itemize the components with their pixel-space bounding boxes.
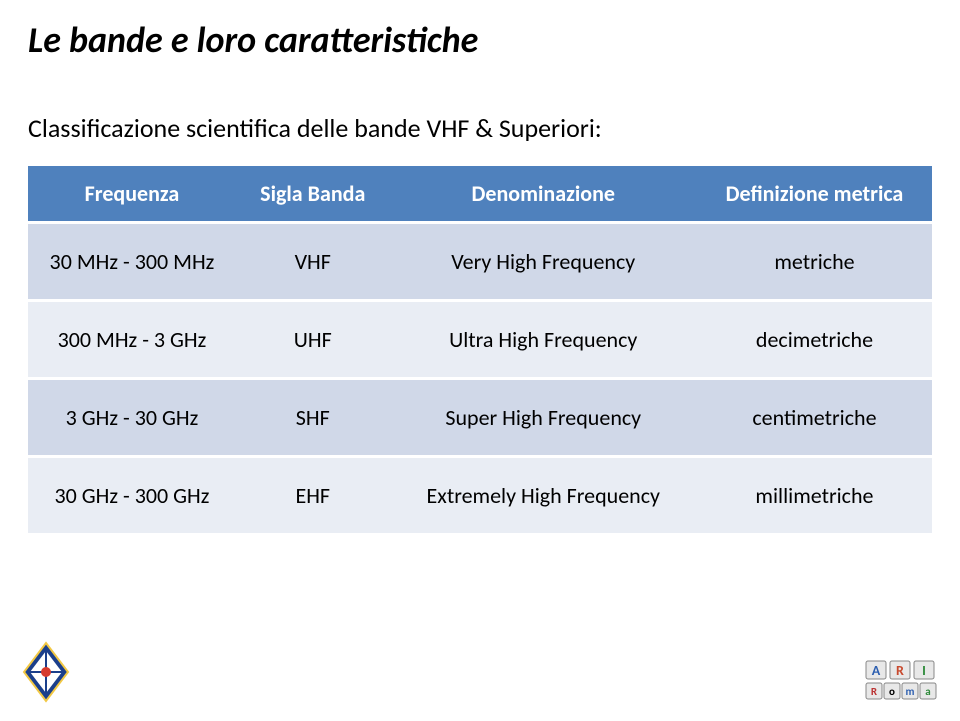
cell-sigla: EHF xyxy=(236,457,390,535)
table-row: 30 MHz - 300 MHz VHF Very High Frequency… xyxy=(28,223,932,301)
col-denominazione: Denominazione xyxy=(390,166,697,223)
table-header-row: Frequenza Sigla Banda Denominazione Defi… xyxy=(28,166,932,223)
cell-denom: Very High Frequency xyxy=(390,223,697,301)
cell-freq: 300 MHz - 3 GHz xyxy=(28,301,236,379)
ari-roma-logo-icon: A R I R o m a xyxy=(864,657,938,703)
table-row: 30 GHz - 300 GHz EHF Extremely High Freq… xyxy=(28,457,932,535)
svg-text:m: m xyxy=(906,685,915,698)
cell-freq: 30 GHz - 300 GHz xyxy=(28,457,236,535)
cell-sigla: UHF xyxy=(236,301,390,379)
cell-def: centimetriche xyxy=(697,379,932,457)
cell-sigla: SHF xyxy=(236,379,390,457)
svg-text:I: I xyxy=(922,662,926,679)
cell-def: metriche xyxy=(697,223,932,301)
svg-text:a: a xyxy=(925,685,930,698)
cell-denom: Ultra High Frequency xyxy=(390,301,697,379)
cell-denom: Super High Frequency xyxy=(390,379,697,457)
page-subtitle: Classificazione scientifica delle bande … xyxy=(0,62,960,144)
col-frequenza: Frequenza xyxy=(28,166,236,223)
col-definizione: Definizione metrica xyxy=(697,166,932,223)
svg-text:R: R xyxy=(896,662,904,679)
bands-table-wrap: Frequenza Sigla Banda Denominazione Defi… xyxy=(28,166,932,536)
cell-denom: Extremely High Frequency xyxy=(390,457,697,535)
svg-text:R: R xyxy=(871,685,878,698)
cell-freq: 30 MHz - 300 MHz xyxy=(28,223,236,301)
svg-text:o: o xyxy=(889,685,895,698)
col-sigla: Sigla Banda xyxy=(236,166,390,223)
cell-sigla: VHF xyxy=(236,223,390,301)
cell-freq: 3 GHz - 30 GHz xyxy=(28,379,236,457)
table-row: 300 MHz - 3 GHz UHF Ultra High Frequency… xyxy=(28,301,932,379)
bands-table: Frequenza Sigla Banda Denominazione Defi… xyxy=(28,166,932,536)
table-row: 3 GHz - 30 GHz SHF Super High Frequency … xyxy=(28,379,932,457)
ari-diamond-logo-icon xyxy=(22,641,70,703)
page-title: Le bande e loro caratteristiche xyxy=(0,0,960,62)
svg-text:A: A xyxy=(872,662,881,679)
cell-def: decimetriche xyxy=(697,301,932,379)
cell-def: millimetriche xyxy=(697,457,932,535)
